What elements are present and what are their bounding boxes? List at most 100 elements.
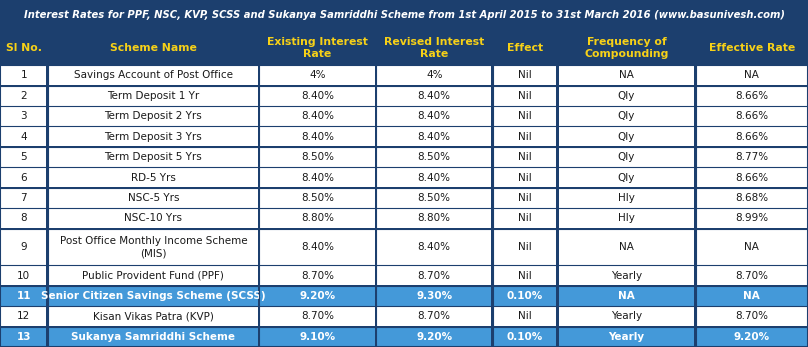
Text: Qly: Qly <box>618 91 635 101</box>
Bar <box>260 229 375 265</box>
Text: Nil: Nil <box>518 193 532 203</box>
Bar <box>377 209 491 228</box>
Text: Hly: Hly <box>618 193 635 203</box>
Bar <box>494 147 556 167</box>
Text: 9.20%: 9.20% <box>734 332 770 342</box>
Bar <box>48 107 258 126</box>
Bar <box>48 209 258 228</box>
Bar <box>558 286 694 306</box>
Bar <box>260 31 375 65</box>
Bar <box>494 209 556 228</box>
Text: Yearly: Yearly <box>608 332 645 342</box>
Text: 8.77%: 8.77% <box>735 152 768 162</box>
Text: Term Deposit 1 Yr: Term Deposit 1 Yr <box>107 91 200 101</box>
Bar <box>377 307 491 326</box>
Text: Interest Rates for PPF, NSC, KVP, SCSS and Sukanya Samriddhi Scheme from 1st Apr: Interest Rates for PPF, NSC, KVP, SCSS a… <box>23 10 785 20</box>
Bar <box>558 31 694 65</box>
Text: 11: 11 <box>16 291 31 301</box>
Text: 12: 12 <box>17 311 31 321</box>
Text: 8.50%: 8.50% <box>301 193 334 203</box>
Bar <box>260 107 375 126</box>
Bar <box>696 307 806 326</box>
Bar <box>494 188 556 208</box>
Bar <box>2 127 46 146</box>
Bar <box>696 168 806 187</box>
Bar <box>494 31 556 65</box>
Text: 8.70%: 8.70% <box>735 311 768 321</box>
Text: NA: NA <box>619 70 634 81</box>
Text: Nil: Nil <box>518 271 532 280</box>
Bar <box>260 127 375 146</box>
Bar <box>558 209 694 228</box>
Bar <box>2 188 46 208</box>
Bar <box>2 327 46 346</box>
Text: NSC-5 Yrs: NSC-5 Yrs <box>128 193 179 203</box>
Text: Qly: Qly <box>618 132 635 142</box>
Bar <box>558 86 694 105</box>
Bar <box>377 31 491 65</box>
Text: 8.50%: 8.50% <box>418 152 451 162</box>
Bar <box>494 327 556 346</box>
Bar <box>260 286 375 306</box>
Text: 3: 3 <box>20 111 27 121</box>
Text: 8.40%: 8.40% <box>301 172 334 183</box>
Text: Term Deposit 5 Yrs: Term Deposit 5 Yrs <box>104 152 202 162</box>
Bar <box>377 266 491 285</box>
Text: 8.66%: 8.66% <box>735 172 768 183</box>
Text: Yearly: Yearly <box>611 311 642 321</box>
Text: Kisan Vikas Patra (KVP): Kisan Vikas Patra (KVP) <box>93 311 214 321</box>
Text: 9.10%: 9.10% <box>300 332 335 342</box>
Bar <box>2 147 46 167</box>
Text: Qly: Qly <box>618 172 635 183</box>
Bar <box>558 327 694 346</box>
Bar <box>2 86 46 105</box>
Text: Revised Interest
Rate: Revised Interest Rate <box>384 37 484 59</box>
Text: 9.20%: 9.20% <box>416 332 452 342</box>
Bar <box>48 286 258 306</box>
Text: 2: 2 <box>20 91 27 101</box>
Text: 8.80%: 8.80% <box>301 213 334 223</box>
Text: 0.10%: 0.10% <box>507 291 543 301</box>
Bar <box>2 1 806 30</box>
Text: 9.30%: 9.30% <box>416 291 452 301</box>
Bar <box>260 327 375 346</box>
Bar <box>696 31 806 65</box>
Bar <box>558 307 694 326</box>
Bar <box>260 209 375 228</box>
Text: 1: 1 <box>20 70 27 81</box>
Bar <box>2 31 46 65</box>
Text: 8.40%: 8.40% <box>418 132 451 142</box>
Text: 0.10%: 0.10% <box>507 332 543 342</box>
Text: 8.40%: 8.40% <box>301 91 334 101</box>
Text: 8: 8 <box>20 213 27 223</box>
Bar <box>48 307 258 326</box>
Text: Sl No.: Sl No. <box>6 43 42 53</box>
Bar <box>260 188 375 208</box>
Text: Qly: Qly <box>618 111 635 121</box>
Bar <box>558 147 694 167</box>
Text: NA: NA <box>744 242 760 252</box>
Bar <box>558 229 694 265</box>
Bar <box>696 107 806 126</box>
Text: Nil: Nil <box>518 132 532 142</box>
Text: Term Deposit 3 Yrs: Term Deposit 3 Yrs <box>104 132 202 142</box>
Bar <box>377 127 491 146</box>
Text: Nil: Nil <box>518 91 532 101</box>
Bar <box>48 147 258 167</box>
Bar <box>2 229 46 265</box>
Bar <box>2 266 46 285</box>
Text: NA: NA <box>744 70 760 81</box>
Bar <box>696 327 806 346</box>
Bar <box>260 266 375 285</box>
Text: Scheme Name: Scheme Name <box>110 43 197 53</box>
Bar <box>377 66 491 85</box>
Bar <box>260 66 375 85</box>
Bar <box>260 86 375 105</box>
Text: 8.70%: 8.70% <box>418 271 451 280</box>
Bar <box>558 107 694 126</box>
Bar <box>558 66 694 85</box>
Text: 8.40%: 8.40% <box>418 91 451 101</box>
Text: Nil: Nil <box>518 172 532 183</box>
Text: Nil: Nil <box>518 311 532 321</box>
Bar <box>48 168 258 187</box>
